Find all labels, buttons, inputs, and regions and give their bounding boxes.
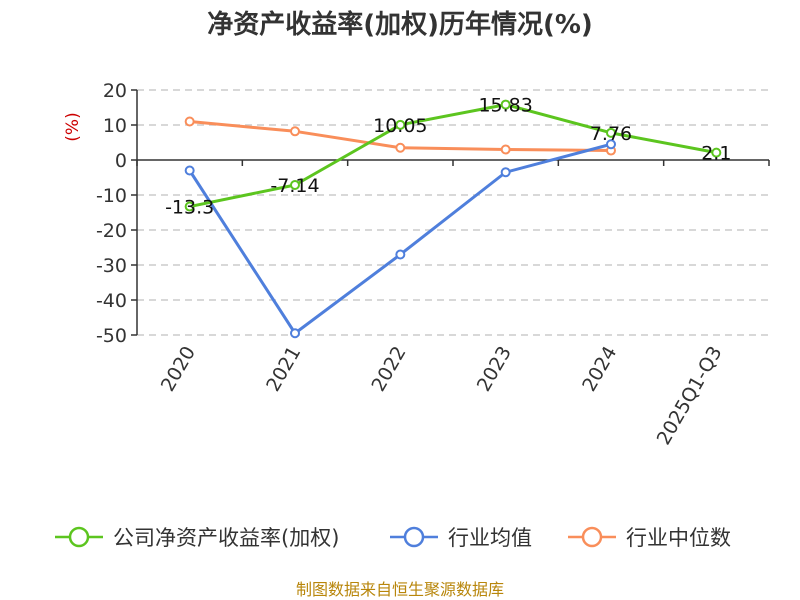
data-point xyxy=(606,139,616,150)
data-label: 10.05 xyxy=(373,115,427,137)
y-tick-label: -20 xyxy=(96,220,127,242)
chart-title: 净资产收益率(加权)历年情况(%) xyxy=(207,9,593,40)
source-note: 制图数据来自恒生聚源数据库 xyxy=(296,580,504,599)
x-tick-label: 2020 xyxy=(157,343,200,396)
data-point xyxy=(395,119,406,130)
legend-label: 行业中位数 xyxy=(626,526,731,550)
x-tick-label: 2025Q1-Q3 xyxy=(653,343,727,449)
y-tick-label: 10 xyxy=(103,115,127,137)
data-point xyxy=(395,249,406,260)
x-tick-label: 2024 xyxy=(578,343,621,396)
data-point xyxy=(500,99,511,110)
data-point xyxy=(606,127,616,138)
data-label: 15.83 xyxy=(478,95,532,117)
y-tick-labels: 20 10 0 -10 -20 -30 -40 -50 xyxy=(96,80,127,347)
legend-label: 公司净资产收益率(加权) xyxy=(113,526,339,550)
data-point xyxy=(290,179,300,190)
data-point xyxy=(184,201,195,212)
data-labels: -13.3 -7.14 10.05 15.83 7.76 2.1 xyxy=(165,95,731,219)
x-tick-label: 2023 xyxy=(473,342,516,395)
data-label: 7.76 xyxy=(590,123,632,145)
series-lines xyxy=(184,99,722,339)
legend: 公司净资产收益率(加权) 行业均值 行业中位数 xyxy=(55,526,731,550)
x-tick-label: 2021 xyxy=(262,343,305,396)
grid-lines xyxy=(137,89,769,336)
data-label: -13.3 xyxy=(165,197,214,219)
y-tick-label: 0 xyxy=(115,150,127,172)
data-point xyxy=(184,116,195,127)
y-tick-label: -50 xyxy=(96,325,127,347)
series-line xyxy=(188,142,612,335)
series-line xyxy=(189,103,717,209)
legend-marker xyxy=(403,526,425,548)
data-point xyxy=(184,165,195,176)
y-tick-label: 20 xyxy=(103,80,127,102)
y-tick-label: -10 xyxy=(96,185,127,207)
y-tick-label: -40 xyxy=(96,290,127,312)
data-point xyxy=(711,147,722,158)
data-point xyxy=(290,126,300,137)
legend-label: 行业均值 xyxy=(448,526,532,550)
y-axis-label: (%) xyxy=(63,112,83,141)
data-label: 2.1 xyxy=(701,143,731,165)
data-label: -7.14 xyxy=(270,175,319,197)
x-tick-labels: 2020 2021 2022 2023 2024 2025Q1-Q3 xyxy=(157,342,727,448)
data-point xyxy=(500,144,511,155)
legend-marker xyxy=(581,526,603,548)
legend-marker xyxy=(68,526,90,548)
x-tick-label: 2022 xyxy=(367,343,410,396)
axes xyxy=(131,89,770,336)
y-tick-label: -30 xyxy=(96,255,127,277)
data-point xyxy=(395,142,406,153)
data-point xyxy=(290,328,300,339)
data-point xyxy=(500,167,511,178)
